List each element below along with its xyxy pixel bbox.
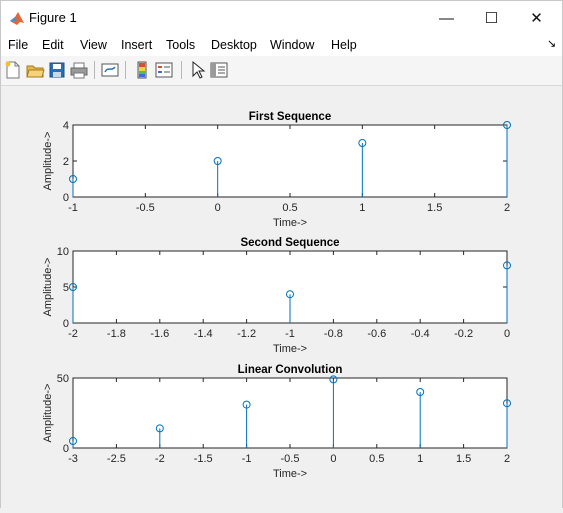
stem-marker [69,437,77,445]
x-tick-label: -1 [242,453,252,465]
window-title: Figure 1 [29,10,77,25]
menu-tools[interactable]: Tools [166,38,196,52]
figure-axes-container: -1 -0.5 0 0.5 1 1.5 2 0 2 4 First Sequence Time-> Am… [42,111,511,480]
menu-insert[interactable]: Insert [121,38,153,52]
new-figure-icon[interactable] [3,60,23,80]
colorbar-icon[interactable] [132,60,152,80]
toolbar-separator [181,61,182,79]
x-tick-label: -2 [68,328,78,340]
close-button[interactable]: ✕ [514,1,559,35]
x-tick-label: 0.5 [282,202,297,214]
toolbar-separator [125,61,126,79]
y-tick-label: 50 [57,373,69,385]
close-icon: ✕ [530,10,543,27]
x-tick-label: 1 [417,453,423,465]
x-tick-label: -1.8 [107,328,126,340]
y-tick-label: 0 [63,443,69,455]
dock-arrow-icon[interactable]: ↘ [547,38,557,50]
x-tick-label: -0.5 [136,202,155,214]
maximize-button[interactable]: ☐ [469,1,514,35]
stem-marker [358,139,367,147]
y-axis-label: Amplitude-> [42,257,54,316]
x-tick-label: -0.5 [281,453,300,465]
stem-marker [286,290,294,299]
plot-title: First Sequence [249,111,331,123]
stem-marker [69,283,77,291]
stem-marker [69,175,77,183]
plot-title: Second Sequence [240,237,339,249]
matlab-icon [10,12,24,25]
x-tick-label: 0 [215,202,221,214]
x-tick-label: -0.2 [454,328,473,340]
x-axis-label: Time-> [273,468,307,480]
minimize-icon: — [439,9,454,27]
x-tick-label: -1 [285,328,295,340]
x-tick-label: 1.5 [427,202,442,214]
y-tick-label: 0 [63,318,69,330]
x-tick-label: 1 [359,202,365,214]
x-tick-label: -0.8 [324,328,343,340]
plot-axes-box [72,124,508,198]
minimize-button[interactable]: — [424,1,469,35]
x-tick-label: -1.4 [194,328,213,340]
legend-icon[interactable] [154,60,174,80]
y-tick-label: 4 [63,120,69,132]
x-tick-label: -3 [68,453,78,465]
y-tick-label: 2 [63,156,69,168]
menu-bar: File Edit View Insert Tools Desktop Wind… [0,34,563,56]
plot-title: Linear Convolution [238,364,343,376]
menu-desktop[interactable]: Desktop [211,38,257,52]
x-tick-label: -1.5 [194,453,213,465]
figure-canvas: -1 -0.5 0 0.5 1 1.5 2 0 2 4 First Sequence Time-> Am… [0,86,563,508]
stem-marker [503,261,511,270]
x-tick-label: 2 [504,453,510,465]
menu-file[interactable]: File [8,38,29,52]
menu-window[interactable]: Window [270,38,315,52]
property-inspector-icon[interactable] [209,60,229,80]
x-tick-label: 0.5 [369,453,384,465]
x-tick-label: -1.2 [237,328,256,340]
stem-marker [329,375,338,384]
x-axis-label: Time-> [273,343,307,355]
maximize-icon: ☐ [484,10,499,27]
x-tick-label: -1 [68,202,78,214]
open-file-icon[interactable] [25,60,45,80]
stem-marker [213,157,222,165]
y-tick-label: 5 [63,282,69,294]
menu-edit[interactable]: Edit [42,38,64,52]
y-axis-label: Amplitude-> [42,383,54,442]
y-tick-label: 10 [57,246,69,258]
link-plot-icon[interactable] [100,60,120,80]
x-tick-label: -1.6 [150,328,169,340]
x-tick-label: 1.5 [456,453,471,465]
y-tick-label: 0 [63,192,69,204]
x-axis-label: Time-> [273,217,307,229]
menu-help[interactable]: Help [331,38,357,52]
pointer-icon[interactable] [187,60,207,80]
x-tick-label: -2 [155,453,165,465]
x-tick-label: -2.5 [107,453,126,465]
stem-marker [503,121,511,129]
menu-view[interactable]: View [80,38,107,52]
stem-marker [503,399,511,408]
x-tick-label: -0.4 [411,328,430,340]
toolbar-separator [94,61,95,79]
x-tick-label: 0 [330,453,336,465]
stem-marker [242,400,251,409]
window-titlebar: Figure 1 — ☐ ✕ [0,0,563,35]
stem-marker [416,388,425,396]
x-tick-label: 2 [504,202,510,214]
plot-axes-box [72,377,508,449]
x-tick-label: 0 [504,328,510,340]
print-icon[interactable] [69,60,89,80]
save-icon[interactable] [47,60,67,80]
stem-marker [155,424,164,433]
y-axis-label: Amplitude-> [42,131,54,190]
x-tick-label: -0.6 [367,328,386,340]
figure-toolbar [0,56,563,86]
